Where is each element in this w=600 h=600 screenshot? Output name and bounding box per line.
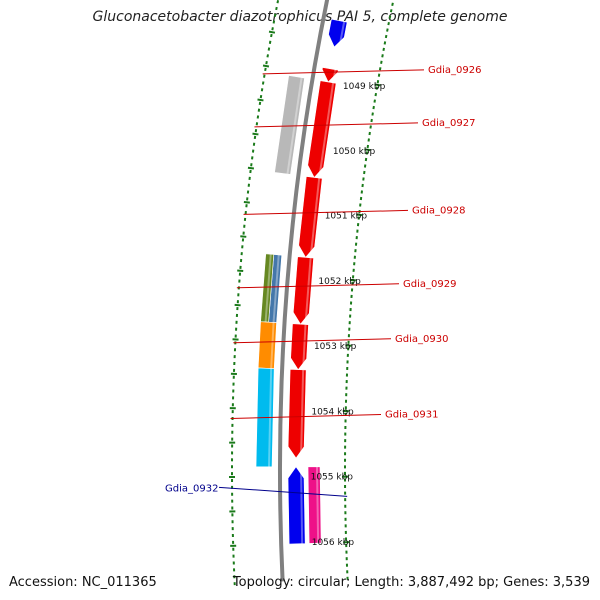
gene-feature[interactable] bbox=[287, 369, 307, 459]
scale-tick-mark bbox=[374, 83, 381, 87]
gene-feature-shine bbox=[300, 369, 305, 459]
track-guides bbox=[231, 0, 394, 586]
outer-guide-dot bbox=[272, 20, 276, 24]
outer-guide-dot bbox=[271, 27, 274, 31]
inner-guide-dot bbox=[388, 15, 392, 19]
inner-guide-dot bbox=[376, 80, 380, 84]
outer-guide-dot bbox=[268, 40, 272, 44]
scale-tick-label: 1052 kbp bbox=[318, 277, 361, 287]
gene-feature-shine bbox=[264, 254, 272, 323]
scale-tick-label: 1054 kbp bbox=[311, 407, 354, 417]
gene-feature-shine bbox=[309, 177, 321, 258]
inner-guide-dot bbox=[383, 41, 387, 45]
outer-guide-dot bbox=[267, 47, 271, 51]
inner-guide-dot bbox=[384, 34, 388, 39]
accession-text: Accession: NC_011365 bbox=[9, 575, 157, 590]
inner-guide-dot bbox=[378, 67, 382, 71]
gene-feature-shine bbox=[270, 322, 275, 369]
scale-tick-mark bbox=[356, 213, 363, 217]
outer-scale-tick bbox=[240, 235, 247, 238]
gene-feature[interactable] bbox=[292, 256, 314, 325]
outer-scale-tick bbox=[252, 132, 259, 136]
outer-scale-tick bbox=[262, 64, 270, 68]
gene-label-leader bbox=[262, 69, 425, 75]
gene-label[interactable]: Gdia_0932 bbox=[165, 483, 218, 494]
gene-feature-shine bbox=[300, 466, 304, 544]
inner-guide-dot bbox=[377, 73, 381, 77]
gene-label-leader bbox=[243, 209, 409, 215]
outer-scale-tick bbox=[268, 30, 276, 34]
outer-guide-dot bbox=[273, 13, 277, 17]
gene-features bbox=[255, 18, 348, 545]
inner-guide-dot bbox=[391, 2, 394, 6]
gene-feature-shine bbox=[338, 21, 346, 49]
gene-feature[interactable] bbox=[287, 466, 306, 545]
outer-guide-dot bbox=[265, 60, 268, 65]
gene-feature-shine bbox=[318, 82, 335, 179]
scale-tick-label: 1051 kbp bbox=[325, 212, 368, 222]
inner-guide-dot bbox=[387, 21, 390, 26]
gene-feature[interactable] bbox=[290, 323, 309, 371]
gene-feature-shine bbox=[304, 257, 312, 325]
gene-label[interactable]: Gdia_0928 bbox=[412, 205, 465, 216]
gene-feature-shine bbox=[302, 324, 307, 370]
inner-guide-dot bbox=[381, 54, 384, 58]
gene-labels: Gdia_0926 Gdia_0927 Gdia_0928 Gdia_0929 Gdia… bbox=[165, 65, 481, 497]
scale-tick-label: 1049 kbp bbox=[343, 82, 386, 92]
gene-feature[interactable] bbox=[298, 176, 323, 258]
gene-feature[interactable] bbox=[274, 75, 305, 175]
scale-ticks: 1049 kbp 1050 kbp 1051 kbp 1052 kbp 1053 kbp… bbox=[229, 30, 386, 548]
scale-tick-mark bbox=[364, 148, 371, 152]
gene-feature-shine bbox=[272, 254, 280, 323]
gene-feature-shine bbox=[316, 466, 320, 544]
gene-label-leader bbox=[218, 486, 348, 497]
gene-label[interactable]: Gdia_0927 bbox=[422, 118, 475, 129]
gene-label[interactable]: Gdia_0931 bbox=[385, 409, 438, 420]
outer-scale-tick bbox=[243, 200, 250, 204]
scale-tick-label: 1053 kbp bbox=[314, 342, 357, 352]
inner-guide-dot bbox=[380, 60, 383, 64]
gene-label-leader bbox=[236, 283, 400, 289]
gene-feature[interactable] bbox=[307, 80, 337, 178]
outer-guide-dot bbox=[275, 6, 278, 11]
genome-title: Gluconacetobacter diazotrophicus PAI 5, … bbox=[92, 9, 508, 25]
gene-label-leader bbox=[230, 413, 382, 419]
scale-tick-label: 1056 kbp bbox=[312, 538, 355, 548]
gene-label[interactable]: Gdia_0926 bbox=[428, 65, 481, 76]
gene-feature[interactable] bbox=[307, 466, 322, 544]
outer-guide-dot bbox=[266, 54, 269, 58]
outer-guide-dot bbox=[276, 0, 280, 4]
scale-tick-label: 1050 kbp bbox=[333, 147, 376, 157]
genome-info-text: Topology: circular; Length: 3,887,492 bp… bbox=[232, 575, 590, 590]
gene-feature[interactable] bbox=[328, 18, 348, 48]
inner-guide-dot bbox=[386, 28, 389, 32]
outer-guide-dot bbox=[270, 33, 273, 38]
gene-label-leader bbox=[254, 122, 419, 128]
gene-label-leader bbox=[233, 338, 392, 344]
gene-label[interactable]: Gdia_0930 bbox=[395, 334, 448, 345]
outer-scale-tick bbox=[257, 98, 264, 102]
outer-scale-tick bbox=[247, 166, 255, 170]
inner-guide-dot bbox=[382, 47, 385, 52]
gene-label[interactable]: Gdia_0929 bbox=[403, 279, 456, 290]
inner-guide-dot bbox=[389, 9, 393, 13]
gene-feature[interactable] bbox=[321, 67, 339, 83]
genome-backbone bbox=[278, 0, 330, 582]
scale-tick-label: 1055 kbp bbox=[311, 473, 354, 483]
